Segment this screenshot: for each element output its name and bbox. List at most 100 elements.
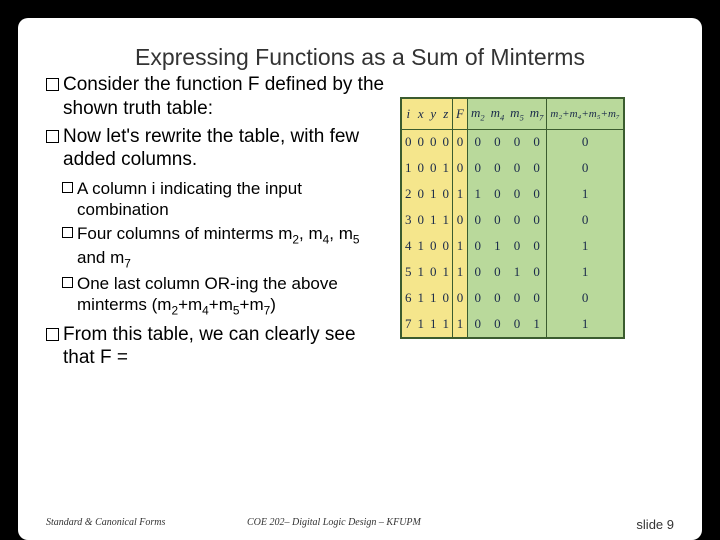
cell-m7: 0 xyxy=(527,259,547,285)
sub-bullet-1: A column i indicating the input combinat… xyxy=(62,178,388,221)
cell-m4: 0 xyxy=(488,311,508,337)
hdr-i: i xyxy=(402,99,415,129)
cell-z: 0 xyxy=(440,285,453,311)
cell-sum: 1 xyxy=(547,233,623,259)
cell-m4: 0 xyxy=(488,155,508,181)
hdr-m4: m4 xyxy=(488,99,508,129)
bullet-2-text: Now let's rewrite the table, with few ad… xyxy=(63,125,388,173)
cell-i: 7 xyxy=(402,311,415,337)
cell-y: 1 xyxy=(427,181,440,207)
cell-F: 0 xyxy=(453,207,468,233)
txt: ) xyxy=(270,295,276,314)
txt: +m xyxy=(240,295,264,314)
txt: +m xyxy=(178,295,202,314)
footer-left: Standard & Canonical Forms xyxy=(46,517,165,532)
cell-z: 1 xyxy=(440,311,453,337)
table-row: 6110000000 xyxy=(402,285,623,311)
hdr-x: x xyxy=(415,99,428,129)
cell-x: 0 xyxy=(415,207,428,233)
sub-bullet-3: One last column OR-ing the above minterm… xyxy=(62,273,388,319)
txt: , m xyxy=(299,224,323,243)
cell-m5: 0 xyxy=(507,155,527,181)
cell-y: 0 xyxy=(427,155,440,181)
cell-m5: 0 xyxy=(507,285,527,311)
cell-F: 1 xyxy=(453,259,468,285)
cell-y: 0 xyxy=(427,129,440,155)
cell-m5: 0 xyxy=(507,311,527,337)
cell-m5: 1 xyxy=(507,259,527,285)
sub-bullet-1-text: A column i indicating the input combinat… xyxy=(77,178,388,221)
sub-bullet-3-text: One last column OR-ing the above minterm… xyxy=(77,273,388,319)
cell-x: 0 xyxy=(415,129,428,155)
cell-z: 0 xyxy=(440,129,453,155)
hdr-z: z xyxy=(440,99,453,129)
bullet-1-text: Consider the function F defined by the s… xyxy=(63,73,388,121)
cell-i: 1 xyxy=(402,155,415,181)
cell-F: 1 xyxy=(453,181,468,207)
cell-i: 5 xyxy=(402,259,415,285)
cell-i: 4 xyxy=(402,233,415,259)
cell-m5: 0 xyxy=(507,233,527,259)
cell-m4: 0 xyxy=(488,207,508,233)
footer-center: COE 202– Digital Logic Design – KFUPM xyxy=(247,517,421,528)
truth-table-wrap: i x y z F m2 m4 m5 m7 m₂+m₄+m₅+m₇ 000000 xyxy=(400,97,625,339)
cell-y: 1 xyxy=(427,311,440,337)
txt: +m xyxy=(209,295,233,314)
txt: Four columns of minterms m xyxy=(77,224,292,243)
bullet-square-icon xyxy=(62,227,73,238)
bullet-square-icon xyxy=(62,182,73,193)
cell-sum: 1 xyxy=(547,311,623,337)
cell-x: 1 xyxy=(415,259,428,285)
cell-sum: 0 xyxy=(547,285,623,311)
m: m xyxy=(471,105,480,120)
sub-bullet-2: Four columns of minterms m2, m4, m5 and … xyxy=(62,223,388,272)
cell-z: 1 xyxy=(440,155,453,181)
cell-F: 0 xyxy=(453,129,468,155)
m: m xyxy=(510,105,519,120)
table-row: 3011000000 xyxy=(402,207,623,233)
cell-sum: 1 xyxy=(547,259,623,285)
sub-bullet-2-text: Four columns of minterms m2, m4, m5 and … xyxy=(77,223,388,272)
cell-x: 0 xyxy=(415,181,428,207)
txt: and m xyxy=(77,248,124,267)
truth-table: i x y z F m2 m4 m5 m7 m₂+m₄+m₅+m₇ 000000 xyxy=(402,99,623,337)
subscript: 4 xyxy=(202,304,209,318)
cell-x: 1 xyxy=(415,311,428,337)
cell-m7: 0 xyxy=(527,285,547,311)
cell-m4: 0 xyxy=(488,259,508,285)
cell-y: 0 xyxy=(427,233,440,259)
cell-m5: 0 xyxy=(507,181,527,207)
sub-bullet-group: A column i indicating the input combinat… xyxy=(62,178,388,319)
cell-i: 3 xyxy=(402,207,415,233)
cell-x: 0 xyxy=(415,155,428,181)
table-row: 2010110001 xyxy=(402,181,623,207)
cell-F: 1 xyxy=(453,311,468,337)
cell-m7: 0 xyxy=(527,233,547,259)
text-column: Consider the function F defined by the s… xyxy=(46,73,388,374)
cell-F: 0 xyxy=(453,285,468,311)
cell-x: 1 xyxy=(415,285,428,311)
cell-sum: 0 xyxy=(547,129,623,155)
table-body: 0000000000100100000020101100013011000000… xyxy=(402,129,623,337)
footer-right: slide 9 xyxy=(636,517,674,532)
cell-m2: 0 xyxy=(467,259,487,285)
cell-z: 0 xyxy=(440,181,453,207)
hdr-y: y xyxy=(427,99,440,129)
txt: , m xyxy=(329,224,353,243)
bullet-1: Consider the function F defined by the s… xyxy=(46,73,388,121)
m: m xyxy=(491,105,500,120)
hdr-F: F xyxy=(453,99,468,129)
cell-m2: 0 xyxy=(467,285,487,311)
table-row: 1001000000 xyxy=(402,155,623,181)
bullet-square-icon xyxy=(62,277,73,288)
hdr-sum: m₂+m₄+m₅+m₇ xyxy=(547,99,623,129)
cell-m2: 0 xyxy=(467,129,487,155)
cell-m4: 0 xyxy=(488,129,508,155)
hdr-m5: m5 xyxy=(507,99,527,129)
bullet-2: Now let's rewrite the table, with few ad… xyxy=(46,125,388,173)
slide-title: Expressing Functions as a Sum of Minterm… xyxy=(46,44,674,71)
subscript: 2 xyxy=(480,113,484,123)
footer: Standard & Canonical Forms COE 202– Digi… xyxy=(46,517,674,532)
cell-m4: 0 xyxy=(488,181,508,207)
table-row: 5101100101 xyxy=(402,259,623,285)
